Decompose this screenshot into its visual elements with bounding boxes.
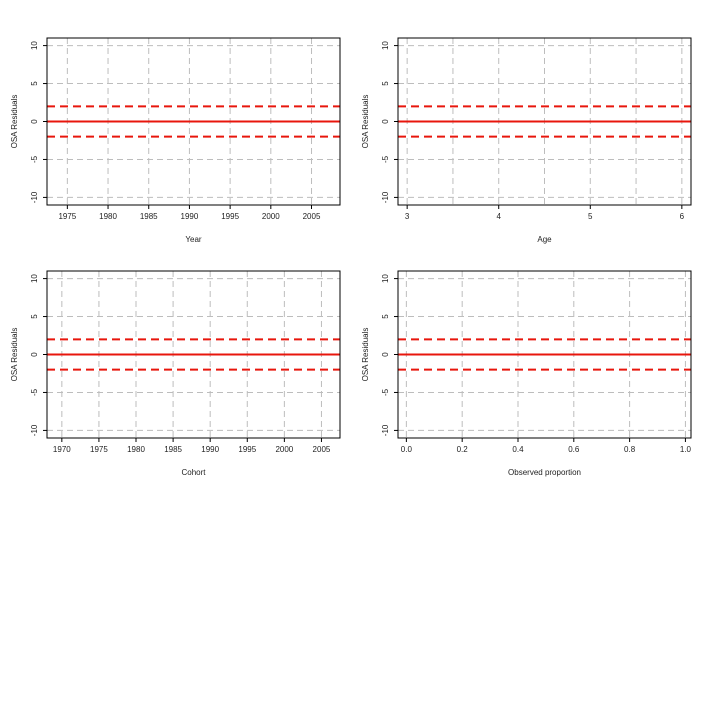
y-axis-label: OSA Residuals bbox=[10, 95, 19, 149]
y-tick-label: 10 bbox=[30, 274, 39, 283]
x-axis-label: Cohort bbox=[181, 468, 206, 477]
y-tick-label: -5 bbox=[30, 388, 39, 396]
x-tick-label: 0.2 bbox=[457, 445, 469, 454]
x-axis-label: Year bbox=[185, 235, 202, 244]
y-tick-label: 5 bbox=[30, 81, 39, 86]
y-axis-label: OSA Residuals bbox=[361, 95, 370, 149]
x-tick-label: 6 bbox=[680, 212, 685, 221]
x-tick-label: 2005 bbox=[303, 212, 321, 221]
y-axis-label: OSA Residuals bbox=[10, 328, 19, 382]
x-tick-label: 1995 bbox=[221, 212, 239, 221]
x-axis-label: Observed proportion bbox=[508, 468, 581, 477]
y-tick-label: -10 bbox=[381, 191, 390, 203]
y-tick-label: 5 bbox=[381, 81, 390, 86]
y-tick-label: 5 bbox=[381, 314, 390, 319]
x-tick-label: 0.0 bbox=[401, 445, 413, 454]
y-tick-label: -10 bbox=[30, 191, 39, 203]
x-tick-label: 2000 bbox=[275, 445, 293, 454]
chart-panel-4: 0.0 0.2 0.4 0.6 0.8 1.0 -10 -5 0 5 10 Observed prop… bbox=[361, 270, 692, 477]
y-tick-label: 0 bbox=[30, 352, 39, 357]
y-tick-label: 0 bbox=[381, 352, 390, 357]
y-tick-label: -5 bbox=[381, 155, 390, 163]
chart-panel-2: 3 4 5 6 -10 -5 0 5 10 Age OSA Residuals bbox=[361, 37, 692, 244]
x-tick-label: 0.4 bbox=[512, 445, 524, 454]
y-tick-label: 0 bbox=[30, 119, 39, 124]
x-tick-label: 5 bbox=[588, 212, 593, 221]
x-tick-label: 1995 bbox=[238, 445, 256, 454]
x-tick-label: 1.0 bbox=[680, 445, 692, 454]
x-tick-label: 2000 bbox=[262, 212, 280, 221]
x-tick-label: 1970 bbox=[53, 445, 71, 454]
x-tick-label: 3 bbox=[405, 212, 410, 221]
x-tick-label: 1980 bbox=[127, 445, 145, 454]
x-tick-label: 1990 bbox=[181, 212, 199, 221]
x-tick-label: 1975 bbox=[58, 212, 76, 221]
y-tick-label: -5 bbox=[381, 388, 390, 396]
y-tick-label: 5 bbox=[30, 314, 39, 319]
y-tick-label: 10 bbox=[381, 41, 390, 50]
y-axis-label: OSA Residuals bbox=[361, 328, 370, 382]
x-tick-label: 1975 bbox=[90, 445, 108, 454]
x-tick-label: 2005 bbox=[313, 445, 331, 454]
x-tick-label: 1985 bbox=[140, 212, 158, 221]
y-tick-label: -5 bbox=[30, 155, 39, 163]
x-tick-label: 1980 bbox=[99, 212, 117, 221]
y-tick-label: -10 bbox=[30, 424, 39, 436]
chart-panel-1: 1975 1980 1985 1990 1995 2000 2005 -10 -5 0 5 10 Yea… bbox=[10, 37, 341, 244]
x-tick-label: 1985 bbox=[164, 445, 182, 454]
x-tick-label: 1990 bbox=[201, 445, 219, 454]
y-tick-label: 10 bbox=[381, 274, 390, 283]
x-axis-label: Age bbox=[537, 235, 552, 244]
x-tick-label: 4 bbox=[496, 212, 501, 221]
x-tick-label: 0.8 bbox=[624, 445, 636, 454]
y-tick-label: 10 bbox=[30, 41, 39, 50]
chart-panel-3: 1970 1975 1980 1985 1990 1995 2000 2005 -10 -5 0 5 1… bbox=[10, 270, 341, 477]
x-tick-label: 0.6 bbox=[568, 445, 580, 454]
y-tick-label: 0 bbox=[381, 119, 390, 124]
y-tick-label: -10 bbox=[381, 424, 390, 436]
